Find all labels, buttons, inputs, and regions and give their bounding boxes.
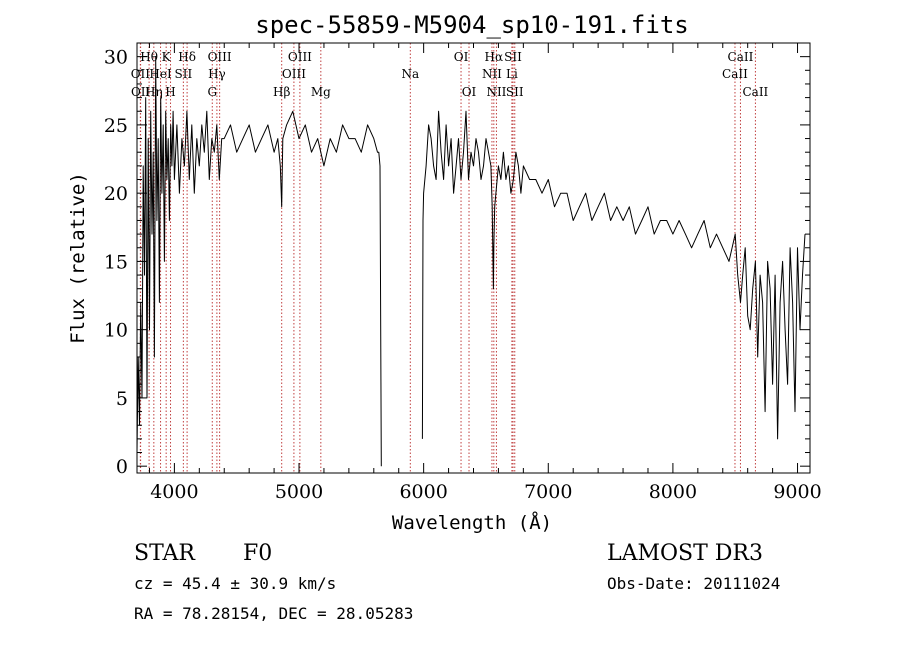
y-tick-label-5: 25 [104,115,128,137]
spectral-line-label-11: G [207,85,217,99]
x-axis-label: Wavelength (Å) [392,511,552,534]
flux-segment-1 [421,110,806,440]
spectral-line-label-0: Hθ [140,50,158,64]
y-axis-ticks: 0 5 10 15 20 25 30 [104,42,810,478]
x-tick-label-1: 5000 [275,481,323,503]
spectral-line-label-12: Hβ [273,85,290,99]
x-axis-ticks: 4000 5000 6000 7000 8000 9000 [148,43,822,503]
spectral-line-label-17: OI [454,50,469,64]
spectral-line-label-18: OI [462,85,477,99]
chart-title: spec-55859-M5904_sp10-191.fits [255,11,688,39]
spectral-line-label-19: Hα [485,50,504,64]
spectral-line-label-2: OII [131,85,151,99]
spectral-line-label-5: K [162,50,172,64]
y-tick-label-1: 5 [116,388,128,410]
x-tick-label-3: 7000 [524,481,572,503]
y-tick-label-4: 20 [104,183,128,205]
spectral-line-label-27: CaII [742,85,768,99]
spectral-line-label-14: OIII [288,50,312,64]
spectral-line-label-4: HeI [149,67,172,81]
flux-segment-0 [136,56,382,467]
spectral-line-label-10: Hγ [208,67,226,81]
object-class: STAR [134,541,196,566]
spectral-line-label-1: OII [131,67,151,81]
x-tick-label-4: 8000 [649,481,697,503]
spectral-line-label-15: Mg [311,85,331,99]
y-tick-label-2: 10 [104,320,128,342]
survey-name: LAMOST DR3 [607,541,763,566]
flux-series [136,56,806,467]
spectral-line-label-13: OIII [282,67,306,81]
y-tick-label-3: 15 [104,251,128,273]
y-tick-label-6: 30 [104,47,128,69]
spectral-line-label-8: Hδ [178,50,196,64]
x-tick-label-0: 4000 [150,481,198,503]
observation-date: Obs-Date: 20111024 [607,574,780,593]
spectral-line-label-20: NII [482,67,502,81]
spectral-line-markers [139,43,756,473]
spectral-line-label-6: H [165,85,175,99]
y-axis-label: Flux (relative) [67,172,89,344]
y-tick-label-0: 0 [116,456,128,478]
spectral-line-label-25: CaII [722,67,748,81]
plot-frame [136,42,811,474]
redshift-readout: cz = 45.4 ± 30.9 km/s [134,574,336,593]
spectral-line-label-26: CaII [728,50,754,64]
x-tick-label-5: 9000 [773,481,821,503]
spectral-line-label-16: Na [401,67,419,81]
coordinates-readout: RA = 78.28154, DEC = 28.05283 [134,604,413,623]
spectral-line-label-7: SII [175,67,193,81]
x-tick-label-2: 6000 [399,481,447,503]
object-subclass: F0 [243,541,272,566]
spectral-line-label-24: SII [506,85,524,99]
spectral-line-label-23: Li [506,67,518,81]
spectral-line-label-22: SII [504,50,522,64]
spectral-line-label-3: Hη [145,85,163,99]
spectral-line-label-9: OIII [208,50,232,64]
spectral-line-label-21: NII [486,85,506,99]
